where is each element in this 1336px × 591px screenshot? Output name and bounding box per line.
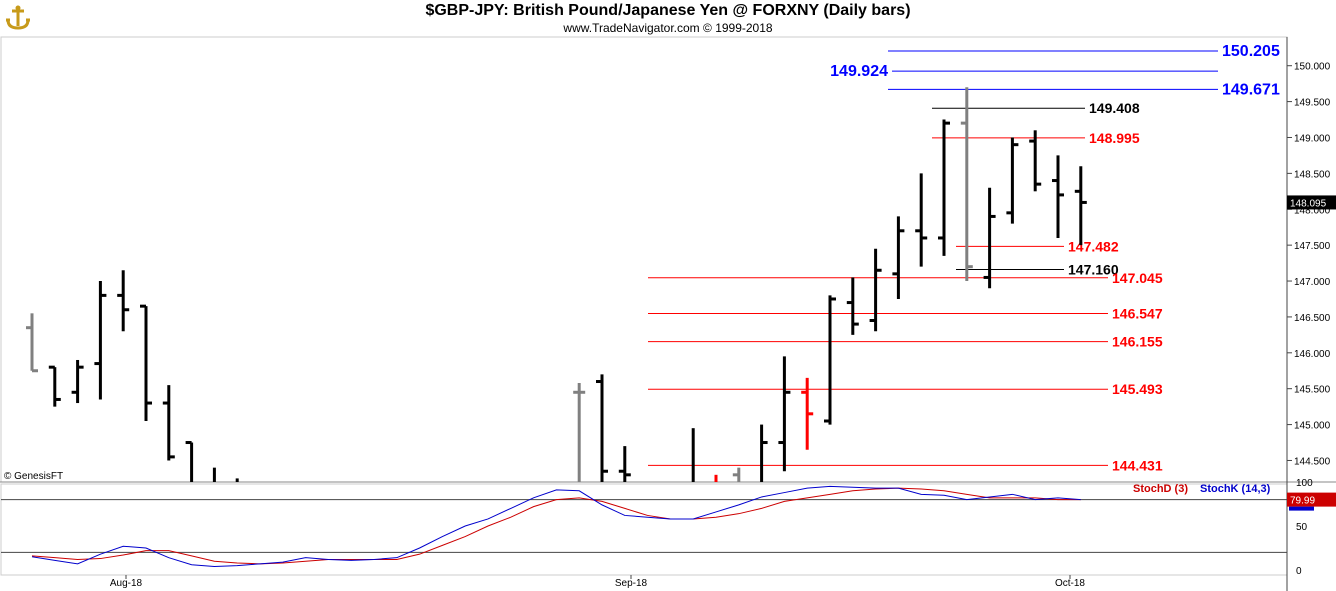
level-label: 144.431 bbox=[1112, 457, 1163, 473]
stoch-last-box bbox=[1287, 492, 1336, 507]
y-tick-label: 145.000 bbox=[1294, 421, 1331, 432]
x-tick-label: Sep-18 bbox=[615, 578, 648, 589]
legend-stochk: StochK (14,3) bbox=[1200, 483, 1271, 495]
stoch-last-label: 79.99 bbox=[1290, 496, 1315, 507]
chart-header: $GBP-JPY: British Pound/Japanese Yen @ F… bbox=[0, 0, 1336, 37]
stoch-tick-label: 100 bbox=[1296, 478, 1313, 489]
level-label: 147.045 bbox=[1112, 270, 1163, 286]
level-label: 149.671 bbox=[1222, 81, 1280, 98]
x-tick-label: Aug-18 bbox=[110, 578, 143, 589]
stochastic-panel bbox=[0, 483, 1288, 576]
chart-title: $GBP-JPY: British Pound/Japanese Yen @ F… bbox=[425, 2, 911, 19]
stoch-k-marker bbox=[1289, 506, 1314, 511]
chart-subtitle: www.TradeNavigator.com © 1999-2018 bbox=[563, 21, 773, 35]
level-label: 147.482 bbox=[1068, 238, 1119, 254]
y-tick-label: 148.500 bbox=[1294, 169, 1331, 180]
stoch-line bbox=[31, 487, 1081, 565]
y-tick-label: 147.000 bbox=[1294, 277, 1331, 288]
stoch-line bbox=[31, 485, 1081, 567]
y-tick-label: 145.500 bbox=[1294, 385, 1331, 396]
level-label: 146.155 bbox=[1112, 334, 1163, 350]
watermark-text: © GenesisFT bbox=[4, 471, 63, 482]
y-tick-label: 150.000 bbox=[1294, 62, 1331, 73]
last-price-box bbox=[1287, 195, 1336, 210]
level-label: 147.160 bbox=[1068, 262, 1119, 278]
level-label: 150.205 bbox=[1222, 43, 1280, 60]
genesis-anchor-logo-icon bbox=[6, 5, 30, 30]
price-panel bbox=[0, 36, 1288, 483]
stoch-tick-label: 0 bbox=[1296, 566, 1302, 577]
level-label: 145.493 bbox=[1112, 381, 1163, 397]
stoch-tick-label: 50 bbox=[1296, 522, 1308, 533]
y-tick-label: 148.000 bbox=[1294, 205, 1331, 216]
level-label: 149.408 bbox=[1089, 100, 1140, 116]
y-tick-label: 146.000 bbox=[1294, 349, 1331, 360]
level-label: 149.924 bbox=[830, 63, 888, 80]
level-label: 146.547 bbox=[1112, 306, 1163, 322]
level-label: 148.995 bbox=[1089, 130, 1140, 146]
y-tick-label: 147.500 bbox=[1294, 241, 1331, 252]
y-tick-label: 149.000 bbox=[1294, 133, 1331, 144]
y-tick-label: 146.500 bbox=[1294, 313, 1331, 324]
y-tick-label: 149.500 bbox=[1294, 98, 1331, 109]
last-price-label: 148.095 bbox=[1290, 198, 1327, 209]
x-tick-label: Oct-18 bbox=[1055, 578, 1085, 589]
legend-stochd: StochD (3) bbox=[1133, 483, 1188, 495]
y-tick-label: 144.500 bbox=[1294, 456, 1331, 467]
